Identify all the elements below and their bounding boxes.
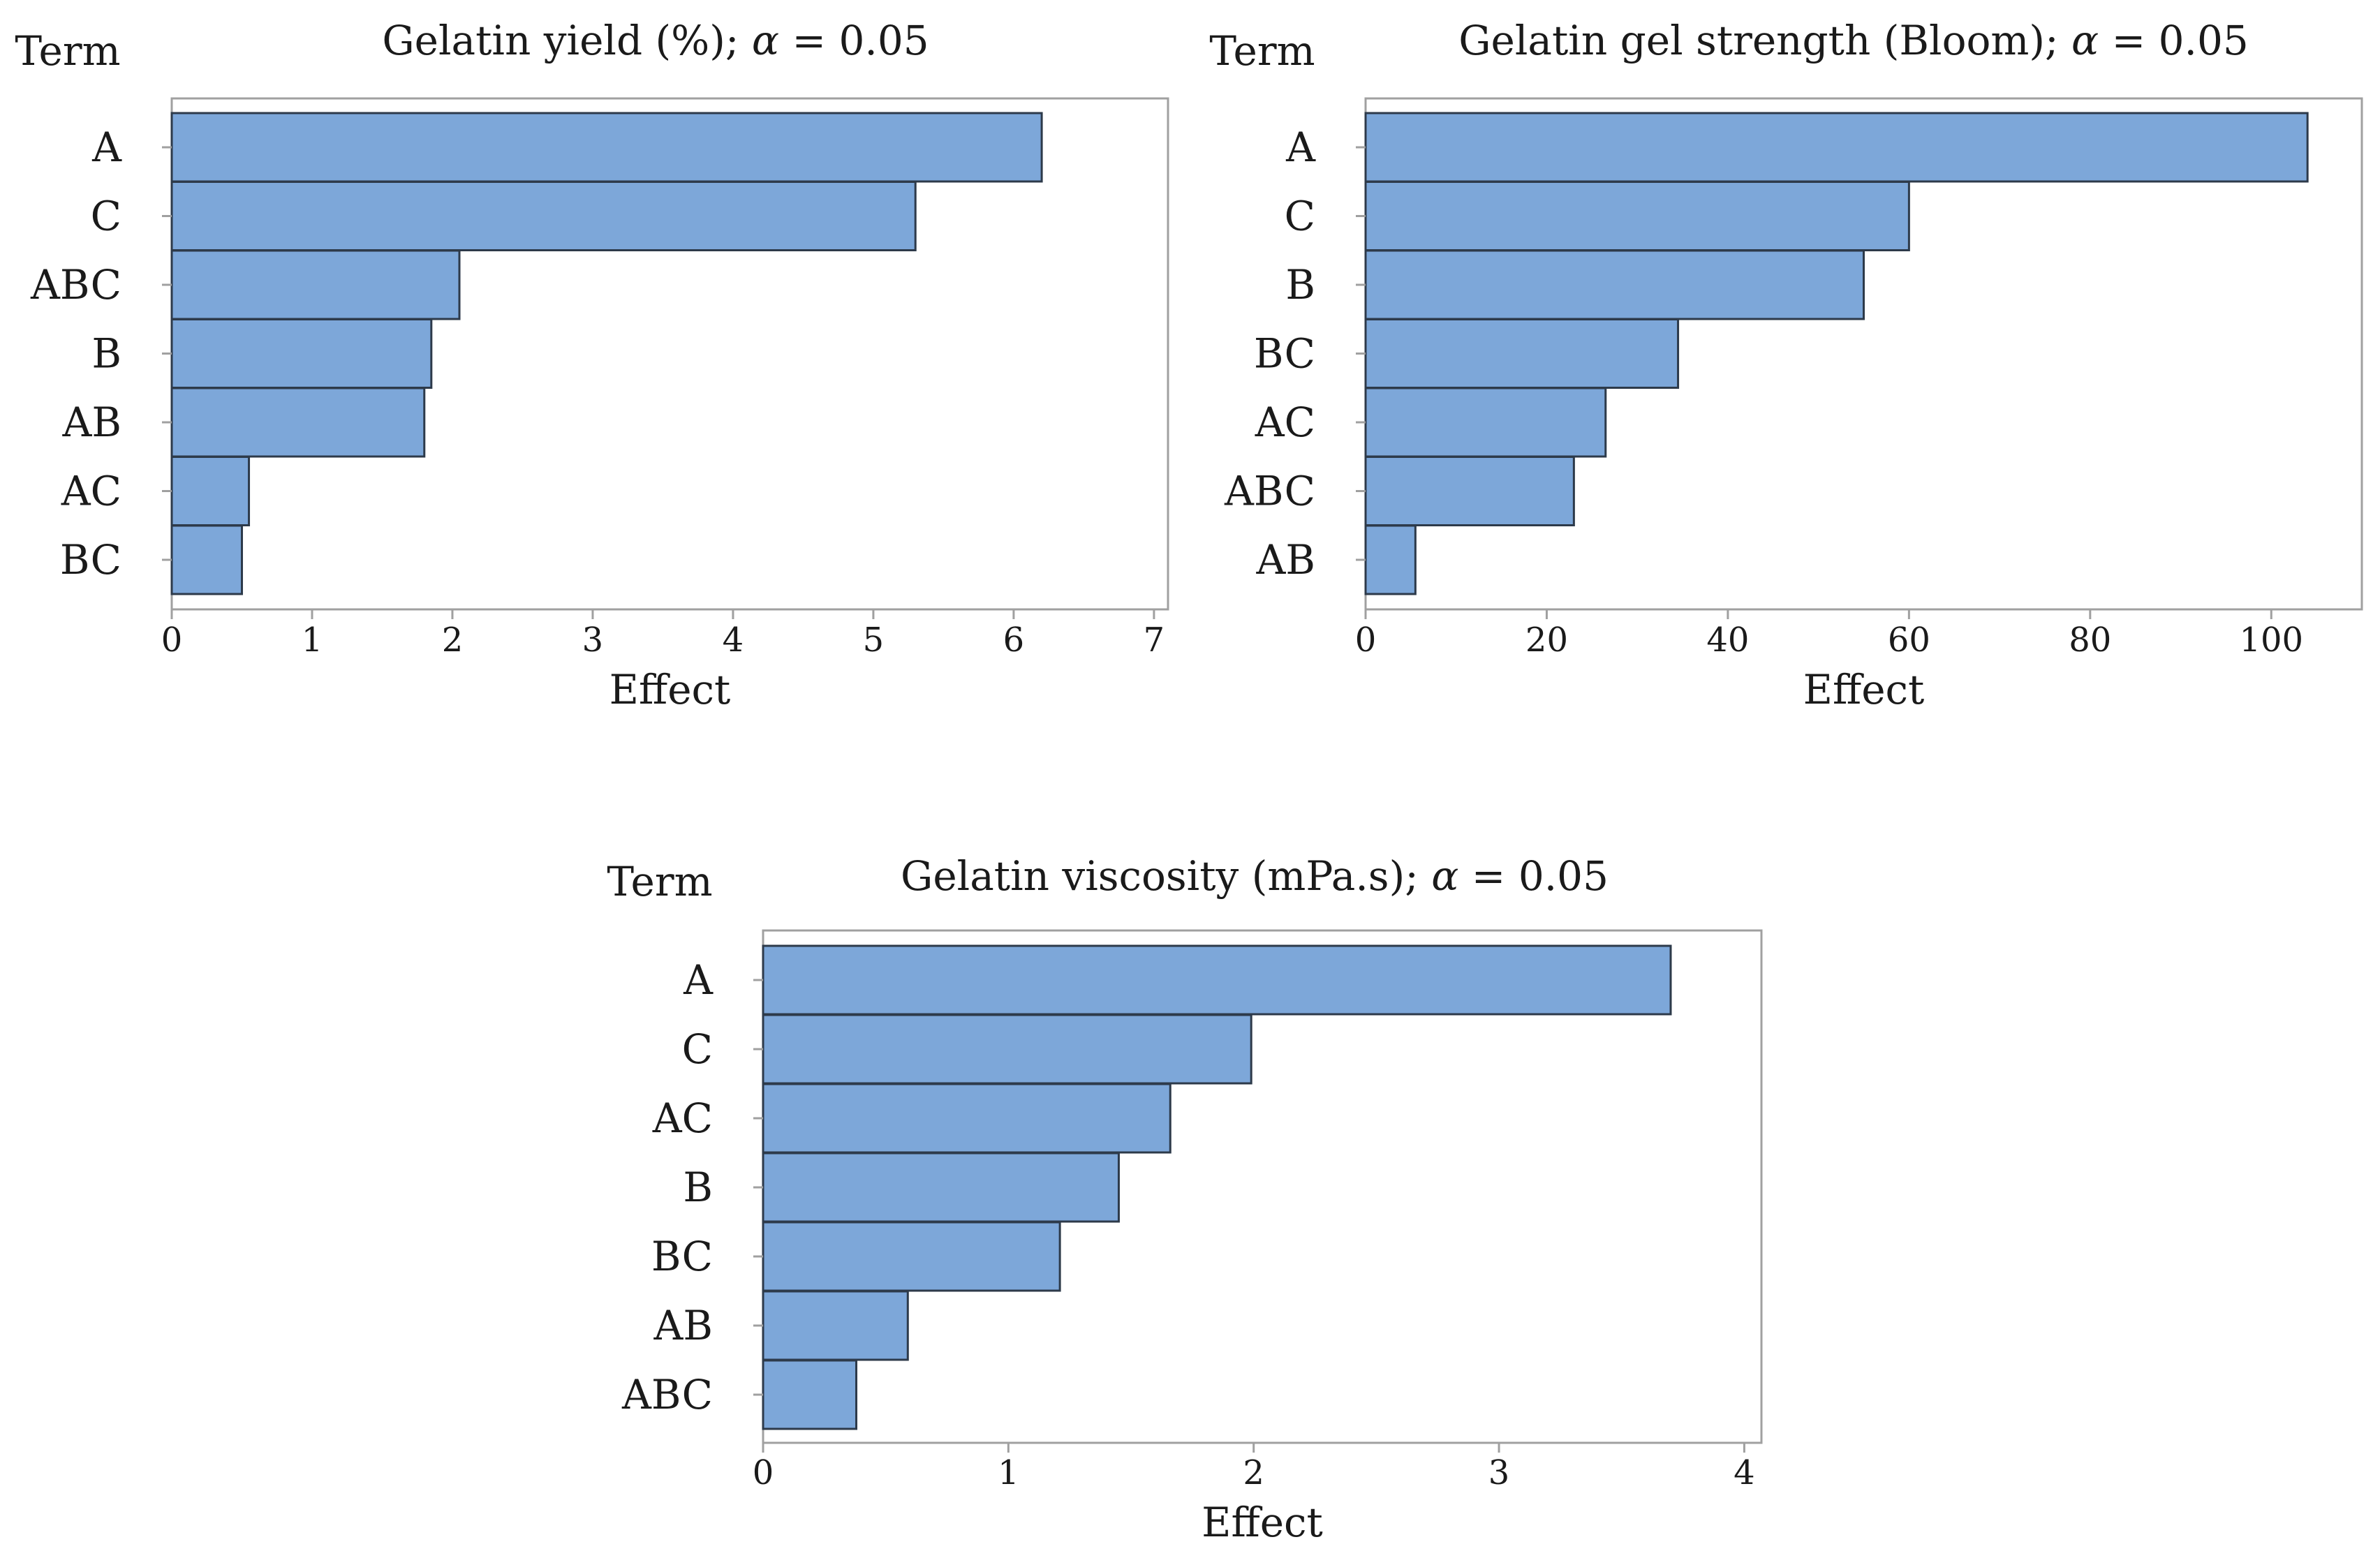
chart-title-alpha-value: = 0.05 xyxy=(1458,852,1609,900)
chart-panel-3: Gelatin viscosity (mPa.s); α = 0.05 Term A… xyxy=(607,852,1763,1546)
bar-bc xyxy=(762,1221,1061,1292)
category-label-ab: AB xyxy=(61,399,121,446)
bar-b xyxy=(1364,249,1865,320)
x-tick-label-100: 100 xyxy=(2239,621,2303,660)
x-tick-label-2: 2 xyxy=(442,621,464,660)
x-tick-label-1: 1 xyxy=(998,1453,1019,1492)
term-axis-label: Term xyxy=(607,858,712,905)
chart-title: Gelatin viscosity (mPa.s); α = 0.05 xyxy=(901,852,1609,900)
x-axis-label: Effect xyxy=(609,666,731,713)
category-label-ab: AB xyxy=(653,1302,713,1349)
bar-c xyxy=(762,1014,1252,1085)
x-tick-label-4: 4 xyxy=(1734,1453,1755,1492)
category-label-abc: ABC xyxy=(1224,468,1315,515)
x-tick-label-6: 6 xyxy=(1003,621,1025,660)
chart-panel-2: Gelatin gel strength (Bloom); α = 0.05 Te… xyxy=(1209,17,2363,713)
bar-abc xyxy=(762,1359,858,1430)
x-tick-label-60: 60 xyxy=(1888,621,1930,660)
category-label-bc: BC xyxy=(1254,330,1315,378)
x-tick-label-3: 3 xyxy=(1488,1453,1510,1492)
bar-ab xyxy=(170,387,426,458)
bar-a xyxy=(1364,112,2309,183)
category-label-abc: ABC xyxy=(621,1371,713,1418)
chart-title-alpha-value: = 0.05 xyxy=(779,17,929,64)
chart-title-alpha: α xyxy=(1431,852,1458,900)
bar-abc xyxy=(170,249,461,320)
category-label-ac: AC xyxy=(652,1095,713,1142)
bar-a xyxy=(170,112,1043,183)
x-axis-label: Effect xyxy=(1202,1499,1323,1546)
category-label-b: B xyxy=(683,1164,713,1211)
x-tick-label-3: 3 xyxy=(582,621,604,660)
chart-title-main: Gelatin gel strength (Bloom); xyxy=(1458,17,2071,64)
bar-ab xyxy=(762,1290,909,1361)
bar-b xyxy=(762,1152,1120,1223)
category-label-c: C xyxy=(1285,193,1315,240)
category-label-ac: AC xyxy=(1255,399,1315,446)
bar-a xyxy=(762,944,1672,1016)
x-axis-label: Effect xyxy=(1803,666,1925,713)
bar-bc xyxy=(1364,318,1680,389)
category-label-ac: AC xyxy=(61,468,121,515)
chart-title-alpha-value: = 0.05 xyxy=(2099,17,2249,64)
x-tick-label-7: 7 xyxy=(1144,621,1165,660)
x-tick-label-40: 40 xyxy=(1706,621,1749,660)
x-tick-label-80: 80 xyxy=(2069,621,2111,660)
bar-ac xyxy=(170,456,251,526)
x-tick-label-4: 4 xyxy=(723,621,744,660)
term-axis-label: Term xyxy=(15,27,120,75)
chart-title-main: Gelatin yield (%); xyxy=(382,17,752,64)
bar-c xyxy=(170,181,917,251)
chart-title: Gelatin yield (%); α = 0.05 xyxy=(382,17,929,64)
category-label-c: C xyxy=(91,193,121,240)
x-tick-label-0: 0 xyxy=(1355,621,1377,660)
bar-ac xyxy=(762,1083,1171,1154)
x-tick-label-2: 2 xyxy=(1243,1453,1264,1492)
bar-bc xyxy=(170,524,243,595)
chart-panel-1: Gelatin yield (%); α = 0.05TermACABCBABA… xyxy=(15,17,1169,713)
category-label-b: B xyxy=(91,330,121,378)
bar-b xyxy=(170,318,433,389)
category-label-a: A xyxy=(91,124,122,171)
x-tick-label-1: 1 xyxy=(302,621,323,660)
x-tick-label-0: 0 xyxy=(161,621,183,660)
bar-c xyxy=(1364,181,1910,251)
category-label-c: C xyxy=(682,1025,713,1073)
bar-ac xyxy=(1364,387,1607,458)
category-label-a: A xyxy=(1285,124,1316,171)
x-tick-label-5: 5 xyxy=(863,621,885,660)
chart-title: Gelatin gel strength (Bloom); α = 0.05 xyxy=(1458,17,2249,64)
chart-title-main: Gelatin viscosity (mPa.s); xyxy=(901,852,1431,900)
category-label-bc: BC xyxy=(60,536,121,584)
category-label-b: B xyxy=(1285,261,1315,309)
chart-title-alpha: α xyxy=(752,17,779,64)
category-label-abc: ABC xyxy=(30,261,121,309)
x-tick-label-0: 0 xyxy=(753,1453,774,1492)
category-label-a: A xyxy=(683,956,714,1004)
bar-ab xyxy=(1364,524,1417,595)
category-label-ab: AB xyxy=(1255,536,1315,584)
category-label-bc: BC xyxy=(651,1233,713,1280)
x-tick-label-20: 20 xyxy=(1525,621,1568,660)
bar-abc xyxy=(1364,456,1575,526)
chart-title-alpha: α xyxy=(2071,17,2099,64)
term-axis-label: Term xyxy=(1209,27,1315,75)
